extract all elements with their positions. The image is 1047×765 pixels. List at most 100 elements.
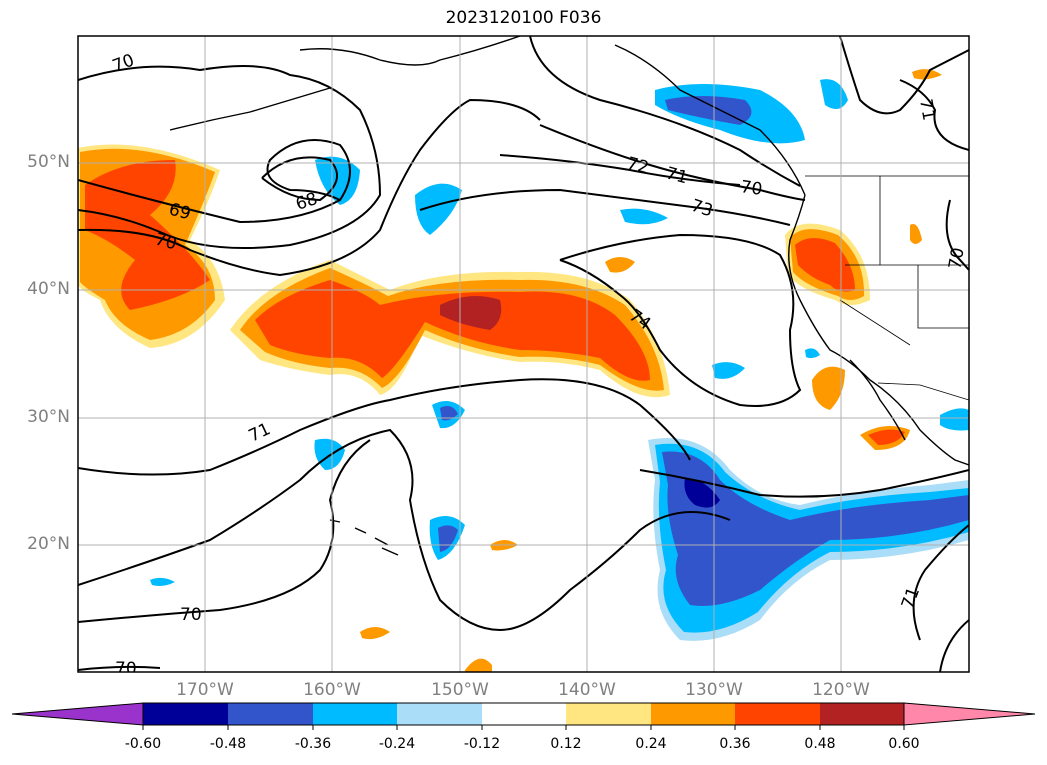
anomaly-neg-11 <box>805 348 820 359</box>
contour-71-south <box>78 378 691 476</box>
colorbar-seg <box>820 703 904 725</box>
contour-label: 70 <box>180 605 202 625</box>
colorbar-seg <box>735 703 820 725</box>
contour-east-mid <box>945 199 969 271</box>
colorbar-seg <box>228 703 313 725</box>
contour-label: 70 <box>115 659 137 679</box>
lon-label: 160°W <box>303 680 361 700</box>
colorbar-tick-label: 0.12 <box>550 736 582 752</box>
contour-label: 70 <box>945 246 968 271</box>
political-borders <box>805 175 969 401</box>
border-us-mexico <box>877 382 969 401</box>
contour-label: 73 <box>688 196 715 222</box>
anomaly-patch-small-1 <box>605 257 635 273</box>
contour-72 <box>539 124 806 201</box>
lat-label: 20°N <box>27 534 70 554</box>
coastline-hawaii <box>329 519 399 556</box>
colorbar-seg <box>143 703 228 725</box>
lat-label: 50°N <box>27 152 70 172</box>
contour-71-east <box>639 469 969 498</box>
contour-68 <box>261 156 339 202</box>
contour-73 <box>419 188 791 226</box>
coastline-baja <box>849 359 906 441</box>
colorbar-seg <box>482 703 566 725</box>
anomaly-neg-tropical-band-core <box>662 451 969 606</box>
lat-label: 40°N <box>27 279 70 299</box>
contour-east-south-2 <box>939 619 969 672</box>
colorbar-tick-label: 0.24 <box>635 736 667 752</box>
gridlines <box>78 36 969 672</box>
colorbar-tick-label: -0.36 <box>294 736 332 752</box>
colorbar-seg <box>566 703 651 725</box>
contour-70-north <box>78 65 382 249</box>
anomaly-patch-small-3 <box>360 627 390 640</box>
coastline-alaska-aleutians <box>169 36 806 196</box>
anomaly-neg-7 <box>820 79 848 109</box>
contour-70-east <box>529 36 801 187</box>
contour-label: 71 <box>915 97 938 122</box>
contour-label: 70 <box>739 177 763 200</box>
colorbar-tick-label: -0.24 <box>378 736 416 752</box>
colorbar-tick-label: 0.36 <box>719 736 751 752</box>
plot-frame <box>77 35 970 673</box>
contour-label: 71 <box>898 585 924 612</box>
anomaly-neg-tropical-band-max <box>684 478 720 508</box>
colorbar-tick-label: -0.60 <box>124 736 162 752</box>
coastlines <box>169 36 969 556</box>
anomaly-neg-4-core <box>440 406 458 421</box>
contour-label: 71 <box>664 164 690 189</box>
contour-69 <box>78 139 351 224</box>
anomaly-neg-8 <box>712 362 745 379</box>
contour-east-south <box>912 524 969 641</box>
colorbar-frame <box>142 702 905 726</box>
colorbar <box>11 702 1036 730</box>
anomaly-patch-california-inner <box>795 237 855 292</box>
lon-label: 130°W <box>685 680 743 700</box>
colorbar-extend-low <box>11 702 144 726</box>
contour-east-ridge <box>839 36 969 115</box>
anomaly-neg-9 <box>940 408 969 431</box>
coastline-north-america-west <box>788 194 969 466</box>
anomaly-patch-small-4 <box>465 658 492 672</box>
contour-74 <box>559 233 802 407</box>
anomaly-patch-central-band-max <box>440 296 502 330</box>
anomaly-patch-mexico-core <box>868 429 905 445</box>
negative-anomaly-regions <box>150 79 969 641</box>
contour-71 <box>499 154 741 186</box>
colorbar-extend-high <box>903 702 1036 726</box>
border-state-4 <box>839 299 911 346</box>
lat-label: 30°N <box>27 407 70 427</box>
colorbar-tick-label: 0.48 <box>804 736 836 752</box>
lon-label: 120°W <box>812 680 870 700</box>
contour-label: 71 <box>246 419 274 446</box>
contour-71-east-2 <box>899 79 969 151</box>
contour-70-west <box>78 98 541 277</box>
anomaly-patch-baja <box>812 366 845 410</box>
colorbar-seg <box>313 703 397 725</box>
colorbar-seg <box>397 703 482 725</box>
lon-label: 150°W <box>431 680 489 700</box>
lon-label: 170°W <box>176 680 234 700</box>
anomaly-neg-10 <box>150 577 175 586</box>
height-contours <box>78 36 969 672</box>
colorbar-tick-label: -0.12 <box>463 736 501 752</box>
contour-70-south <box>78 439 371 623</box>
border-state-2 <box>917 265 969 329</box>
anomaly-neg-6 <box>620 208 668 225</box>
anomaly-neg-2 <box>415 183 462 235</box>
colorbar-tick-label: 0.60 <box>888 736 920 752</box>
contour-label: 72 <box>625 154 651 179</box>
contour-label-group: 70 69 68 70 72 71 70 73 74 71 70 70 71 7… <box>110 51 969 679</box>
anomaly-neg-alaska-core <box>665 96 752 125</box>
anomaly-neg-1 <box>315 156 360 205</box>
anomaly-patch-small-6 <box>910 224 922 244</box>
anomaly-patch-central-band-inner <box>255 280 650 381</box>
contour-70-bottom <box>78 665 161 671</box>
map-title: 2023120100 F036 <box>445 8 602 28</box>
contour-label: 70 <box>110 51 137 77</box>
lon-label: 140°W <box>558 680 616 700</box>
colorbar-tick-label: -0.48 <box>209 736 247 752</box>
contour-71-lower <box>78 428 731 632</box>
colorbar-seg <box>651 703 735 725</box>
